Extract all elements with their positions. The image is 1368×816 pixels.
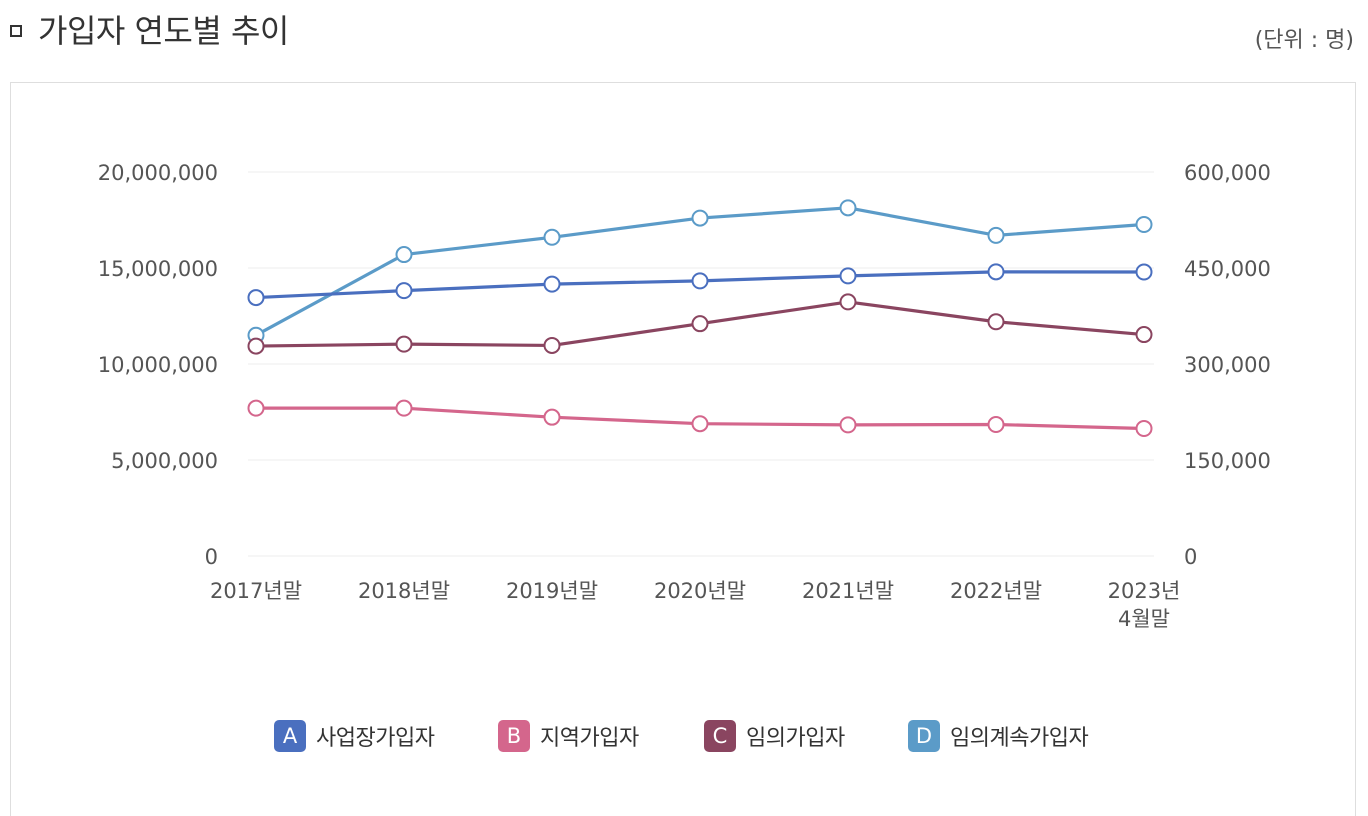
chart-title: 가입자 연도별 추이 [38,12,289,50]
data-point-d [987,226,1005,244]
line-chart: 0 5,000,000 10,000,000 15,000,000 20,000,000… [98,161,1271,631]
data-point-a [395,282,413,300]
data-point-a [543,275,561,293]
left-axis-tick-label: 10,000,000 [98,353,218,377]
legend-item-c: C 임의가입자 [704,718,845,754]
unit-label: (단위 : 명) [1254,28,1354,53]
data-point-a [247,289,265,307]
data-point-d [395,246,413,264]
x-axis-tick-label: 4월말 [1118,607,1170,631]
right-axis-tick-label: 0 [1184,545,1197,569]
data-point-d [543,228,561,246]
x-axis-tick-label: 2017년말 [210,579,302,603]
legend-item-d: D 임의계속가입자 [908,718,1089,754]
x-axis-tick-label: 2018년말 [358,579,450,603]
data-point-c [543,336,561,354]
x-axis-tick-label: 2022년말 [950,579,1042,603]
legend-label: 지역가입자 [540,726,639,751]
data-point-b [395,399,413,417]
x-axis-tick-label: 2020년말 [654,579,746,603]
data-point-c [1135,326,1153,344]
x-axis-tick-label: 2023년 [1108,579,1181,603]
x-axis-tick-label: 2019년말 [506,579,598,603]
legend-badge: A [274,720,306,752]
data-point-c [839,293,857,311]
data-point-a [839,267,857,285]
legend-label: 사업장가입자 [316,726,435,751]
data-point-c [691,315,709,333]
data-point-c [987,313,1005,331]
data-point-c [247,337,265,355]
chart-panel [10,82,1356,816]
data-point-a [987,263,1005,281]
right-axis-tick-label: 150,000 [1184,449,1271,473]
data-point-c [395,335,413,353]
data-point-b [1135,420,1153,438]
data-point-b [839,416,857,434]
left-axis-tick-label: 15,000,000 [98,257,218,281]
data-point-a [1135,263,1153,281]
legend-badge: D [908,720,940,752]
left-axis-tick-label: 20,000,000 [98,161,218,185]
right-axis-tick-label: 600,000 [1184,161,1271,185]
data-point-b [987,415,1005,433]
square-bullet-icon [10,25,22,37]
legend-badge: C [704,720,736,752]
left-axis-tick-label: 0 [205,545,218,569]
left-axis-tick-label: 5,000,000 [111,449,218,473]
legend-item-b: B 지역가입자 [498,718,639,754]
data-point-d [691,209,709,227]
data-point-d [839,199,857,217]
chart-legend: A 사업장가입자 B 지역가입자 C 임의가입자 D 임의계속가입자 [0,718,1368,758]
right-axis-tick-label: 450,000 [1184,257,1271,281]
data-point-a [691,272,709,290]
legend-badge: B [498,720,530,752]
legend-item-a: A 사업장가입자 [274,718,435,754]
legend-label: 임의가입자 [746,726,845,751]
data-point-b [691,415,709,433]
chart-header: 가입자 연도별 추이 (단위 : 명) [0,0,1368,60]
legend-label: 임의계속가입자 [950,726,1089,751]
data-point-d [1135,215,1153,233]
data-point-b [247,399,265,417]
x-axis-tick-label: 2021년말 [802,579,894,603]
right-axis-tick-label: 300,000 [1184,353,1271,377]
data-point-b [543,408,561,426]
